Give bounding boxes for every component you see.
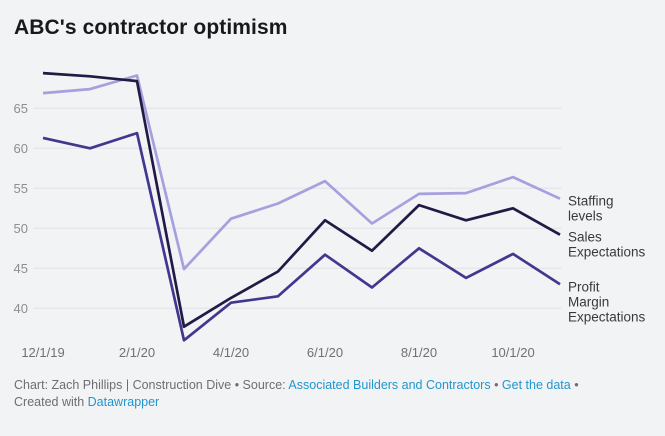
y-tick-label: 40 (14, 301, 28, 316)
legend-label-profit-margin-expectations: Margin (568, 294, 609, 309)
line-sales-expectations (42, 71, 561, 329)
x-tick-label: 6/1/20 (307, 345, 343, 360)
y-tick-label: 65 (14, 101, 28, 116)
source-link[interactable]: Associated Builders and Contractors (288, 378, 491, 392)
x-tick-label: 2/1/20 (119, 345, 155, 360)
line-profit-margin-expectations (42, 131, 561, 342)
legend-label-sales-expectations: Sales (568, 230, 602, 245)
line-staffing-levels (42, 74, 561, 271)
chart-title: ABC's contractor optimism (14, 16, 288, 39)
attribution: Chart: Zach Phillips | Construction Dive… (14, 377, 654, 410)
legend-label-sales-expectations: Expectations (568, 245, 646, 260)
created-with-text: Created with (14, 394, 88, 409)
separator-dot: • (570, 378, 579, 392)
get-data-link[interactable]: Get the data (501, 378, 571, 392)
y-tick-label: 60 (14, 141, 28, 156)
x-tick-label: 4/1/20 (213, 345, 249, 360)
separator-dot: • (490, 378, 502, 392)
x-tick-label: 8/1/20 (401, 345, 437, 360)
y-tick-label: 50 (14, 221, 28, 236)
legend-label-staffing-levels: Staffing (568, 194, 614, 209)
legend-label-profit-margin-expectations: Expectations (568, 309, 646, 324)
y-tick-label: 45 (14, 261, 28, 276)
x-tick-label: 12/1/19 (21, 345, 64, 360)
legend-label-profit-margin-expectations: Profit (568, 279, 600, 294)
y-tick-label: 55 (14, 181, 28, 196)
chart-credit-text: Chart: Zach Phillips | Construction Dive… (14, 378, 289, 392)
x-tick-label: 10/1/20 (491, 345, 534, 360)
legend-label-staffing-levels: levels (568, 209, 603, 224)
datawrapper-link[interactable]: Datawrapper (87, 394, 160, 409)
